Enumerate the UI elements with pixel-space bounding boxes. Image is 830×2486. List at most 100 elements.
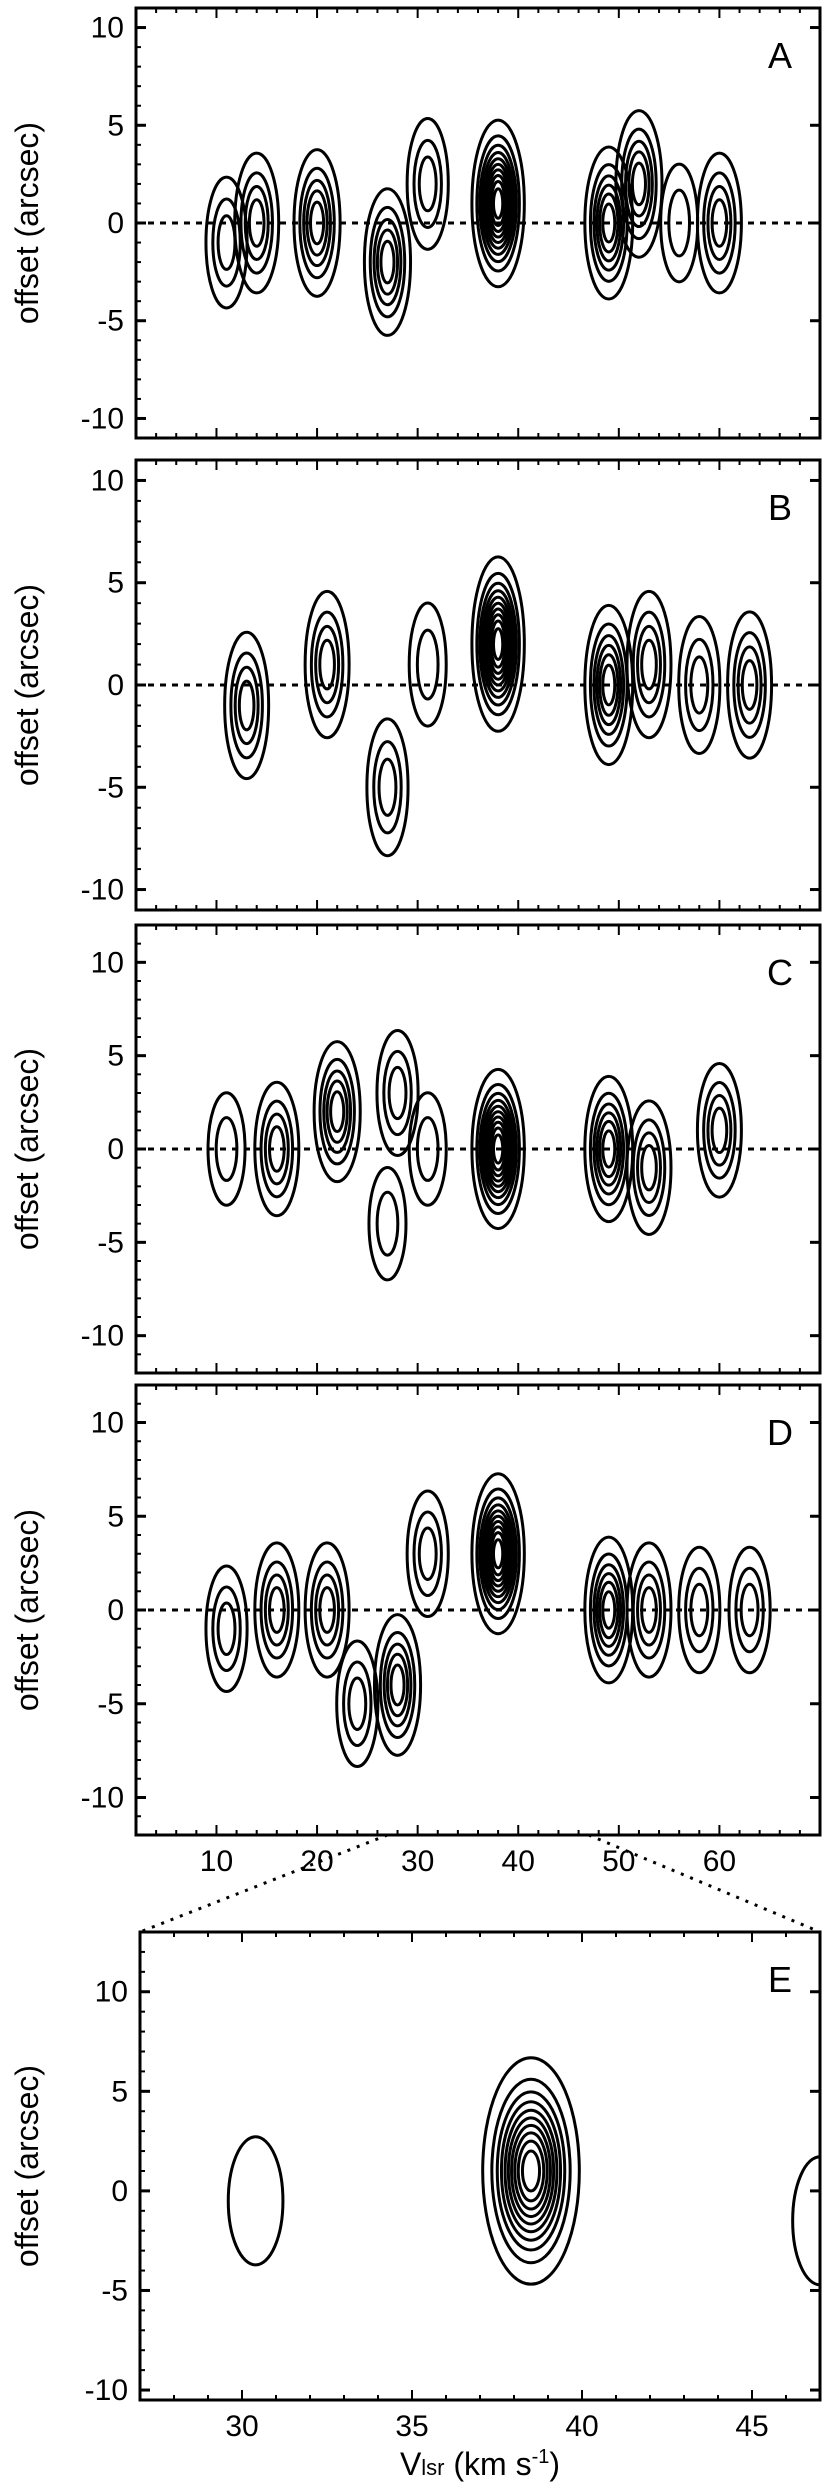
contour-level	[636, 1573, 662, 1647]
contour-level	[347, 1676, 368, 1732]
contour-level	[482, 1509, 514, 1599]
contour-level	[495, 2090, 567, 2252]
panel-letter: E	[768, 1959, 792, 2000]
contour-level	[601, 1590, 617, 1630]
contour-level	[489, 619, 507, 669]
contour-level	[487, 613, 509, 675]
contour-level	[263, 1573, 290, 1647]
contour-level	[486, 168, 511, 239]
contour-level	[211, 1585, 242, 1673]
contour-level	[631, 610, 667, 719]
y-axis-label: offset (arcsec)	[9, 584, 45, 786]
x-tick-label: 20	[300, 1845, 333, 1878]
contour-level	[387, 1065, 408, 1121]
y-tick-label: 5	[107, 1500, 124, 1533]
contour-level	[389, 1663, 406, 1707]
contour-level	[253, 1541, 301, 1679]
panel-letter: B	[768, 487, 792, 528]
x-tick-label: 35	[395, 2410, 428, 2443]
y-axis-label: offset (arcsec)	[9, 2065, 45, 2267]
y-tick-label: 10	[91, 464, 124, 497]
contour-level	[211, 197, 242, 288]
contour-level	[233, 665, 260, 746]
y-tick-label: 10	[91, 1407, 124, 1440]
contour-level	[484, 162, 512, 245]
y-tick-label: 10	[95, 1976, 128, 2009]
panel-letter: C	[767, 952, 793, 993]
contour-level	[478, 143, 518, 264]
contour-level	[412, 138, 443, 229]
x-tick-label: 10	[200, 1845, 233, 1878]
contour-level	[318, 1057, 356, 1166]
contour-level	[379, 239, 396, 285]
contour-level	[407, 601, 448, 728]
y-tick-label: -10	[85, 2374, 128, 2407]
contour-level	[372, 1613, 423, 1757]
y-tick-label: -5	[97, 771, 124, 804]
contour-level	[303, 589, 351, 740]
y-tick-label: 0	[107, 1133, 124, 1166]
contour-level	[375, 1190, 400, 1257]
y-tick-label: -10	[81, 874, 124, 907]
contour-level	[620, 127, 658, 241]
panel-b: 10 5 0 -5 -10 offset (arcsec) B	[9, 458, 822, 912]
contour-level	[314, 1573, 341, 1647]
plot-frame	[138, 1930, 822, 2402]
y-axis-label: offset (arcsec)	[9, 1509, 45, 1711]
contour-level	[640, 1143, 658, 1192]
contour-level	[706, 185, 733, 261]
y-tick-label: 0	[107, 669, 124, 702]
contour-level	[491, 627, 505, 662]
contour-level	[470, 118, 526, 289]
zoom-connector-lines	[139, 1833, 821, 1934]
contour-level	[314, 624, 341, 705]
contour-level	[499, 2100, 563, 2242]
contour-level	[405, 116, 450, 251]
x-axis-label: Vlsr (km s-1)	[400, 2446, 560, 2482]
y-tick-label: 5	[107, 109, 124, 142]
contour-group	[223, 555, 774, 858]
contour-level	[480, 589, 516, 699]
contour-level	[624, 139, 654, 229]
contour-level	[362, 187, 413, 337]
contour-level	[625, 589, 673, 740]
y-tick-label: -5	[97, 1688, 124, 1721]
contour-level	[640, 638, 658, 691]
contour-level	[365, 717, 410, 858]
contour-level	[367, 1165, 408, 1282]
y-axis-label: offset (arcsec)	[9, 122, 45, 324]
zoom-line-right	[588, 1833, 821, 1934]
contour-level	[481, 2056, 581, 2286]
contour-level	[309, 200, 326, 246]
y-tick-label: 5	[111, 2075, 128, 2108]
contour-level	[375, 1029, 420, 1157]
y-tick-label: -5	[97, 305, 124, 338]
contour-level	[407, 1091, 448, 1207]
contour-group	[226, 2056, 820, 2287]
y-tick-label: -10	[81, 402, 124, 435]
contour-level	[385, 1652, 410, 1718]
contour-level	[312, 1040, 362, 1184]
contour-level	[322, 1069, 353, 1154]
contour-level	[417, 155, 438, 213]
contour-level	[480, 1503, 516, 1605]
contour-level	[377, 757, 398, 817]
contour-level	[475, 571, 521, 717]
contour-level	[601, 202, 617, 244]
contour-level	[298, 166, 336, 280]
contour-level	[216, 1601, 237, 1657]
contour-level	[470, 555, 526, 733]
contour-level	[470, 1472, 526, 1636]
contour-level	[368, 205, 407, 319]
contour-level	[487, 173, 509, 233]
contour-level	[475, 1487, 521, 1621]
contour-level	[378, 1630, 417, 1740]
panel-a: 10 5 0 -5 -10 offset (arcsec) A	[9, 6, 822, 440]
contour-level	[627, 150, 651, 218]
contour-level	[503, 2108, 559, 2234]
contour-level	[630, 161, 647, 207]
contour-level	[520, 2149, 542, 2193]
panel-e: 10 5 0 -5 -10 30 35 40 45 offset (arcsec) E	[9, 1930, 822, 2443]
x-tick-label: 30	[401, 1845, 434, 1878]
contour-level	[601, 1129, 617, 1169]
